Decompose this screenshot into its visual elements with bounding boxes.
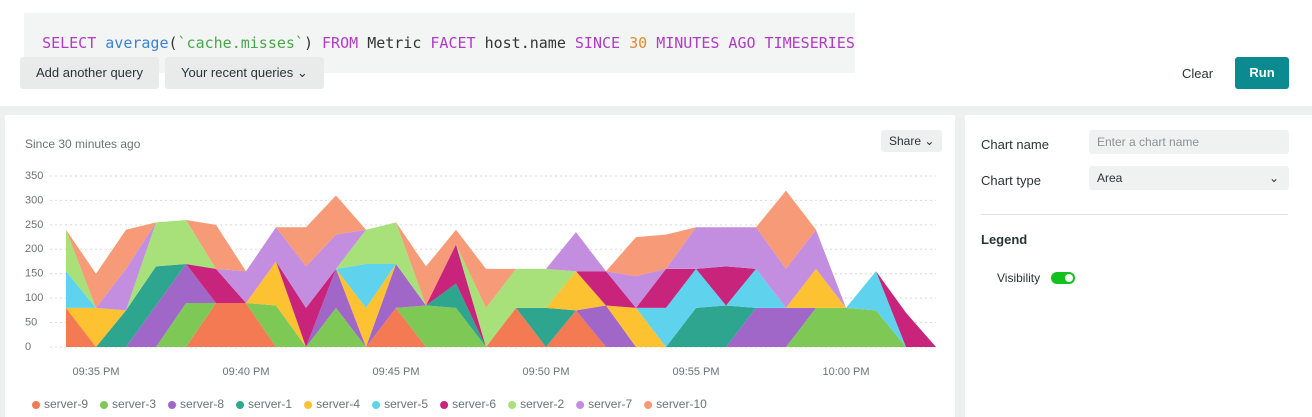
y-tick-label: 250 [25,219,43,231]
x-tick-label: 09:35 PM [72,366,119,378]
legend-label: server-5 [384,397,428,411]
y-tick-label: 200 [25,243,43,255]
legend-heading: Legend [981,232,1028,247]
x-tick-label: 09:40 PM [222,366,269,378]
share-button[interactable]: Share ⌄ [881,130,943,152]
legend-swatch [644,401,653,409]
chevron: ⌄ [1268,171,1279,185]
add-query-button[interactable]: Add another query [20,57,159,89]
punct: ) [303,34,323,52]
chart: 0 50 100 150 200 250 300 350 09:35 PM 09:40 PM 09:… [25,170,936,411]
legend-swatch [236,401,245,409]
legend-label: server-1 [248,397,292,411]
legend-label: server-4 [316,397,360,411]
button-text: Your recent queries [181,65,294,80]
button-text: Share [889,134,922,148]
visibility-label: Visibility [997,271,1041,285]
area [66,190,936,347]
identifier: Metric [367,34,431,52]
legend-label: server-6 [452,397,496,411]
function: average [105,34,169,52]
y-tick-label: 150 [25,268,43,280]
attribute: `cache.misses` [177,34,304,52]
identifier: host.name [484,34,575,52]
y-tick-label: 50 [25,316,37,328]
area [66,263,936,347]
query-editor[interactable]: SELECT average(`cache.misses`) FROM Metr… [24,13,855,73]
y-tick-label: 0 [25,341,31,353]
y-tick-label: 100 [25,292,43,304]
legend-label: server-2 [520,397,564,411]
keyword: SELECT [42,34,106,52]
punct: ( [168,34,178,52]
legend-swatch [100,401,109,409]
keyword: SINCE [574,34,630,52]
recent-queries-button[interactable]: Your recent queries ⌄ [165,57,324,89]
legend-swatch [304,401,313,409]
legend-label: server-8 [180,397,224,411]
legend-swatch [168,401,177,409]
y-tick-label: 350 [25,170,43,182]
legend-swatch [372,401,381,409]
x-tick-label: 10:00 PM [822,366,869,378]
clear-button[interactable]: Clear [1182,66,1214,81]
legend-swatch [508,401,517,409]
x-tick-label: 09:50 PM [522,366,569,378]
legend-label: server-3 [112,397,156,411]
legend-swatch [440,401,449,409]
visibility-toggle[interactable] [1051,272,1075,284]
chart-type-select[interactable]: Area ⌄ [1089,166,1289,190]
select-value: Area [1097,171,1123,185]
area [66,263,936,347]
legend-label: server-7 [588,397,632,411]
divider [981,214,1288,215]
area [66,244,936,347]
keyword: FACET [430,34,485,52]
x-tick-label: 09:55 PM [672,366,719,378]
chart-name-input[interactable]: Enter a chart name [1089,130,1289,154]
area [66,261,936,347]
number: 30 [629,34,657,52]
x-tick-label: 09:45 PM [372,366,419,378]
keyword: MINUTES AGO TIMESERIES [656,34,855,52]
legend-label: server-10 [656,397,707,411]
run-button[interactable]: Run [1235,57,1289,89]
area [66,303,936,347]
since-label: Since 30 minutes ago [25,137,141,151]
toggle-knob [1065,274,1073,282]
chart-name-label: Chart name [981,137,1049,152]
legend-swatch [576,401,585,409]
area [66,219,936,347]
query-card: SELECT average(`cache.misses`) FROM Metr… [0,0,1312,106]
legend-swatch [32,401,40,409]
keyword: FROM [322,34,368,52]
settings-panel [965,115,1312,417]
area [66,303,936,347]
chart-type-label: Chart type [981,173,1041,188]
legend-label: server-9 [44,397,88,411]
y-tick-label: 300 [25,194,43,206]
area [66,219,936,347]
